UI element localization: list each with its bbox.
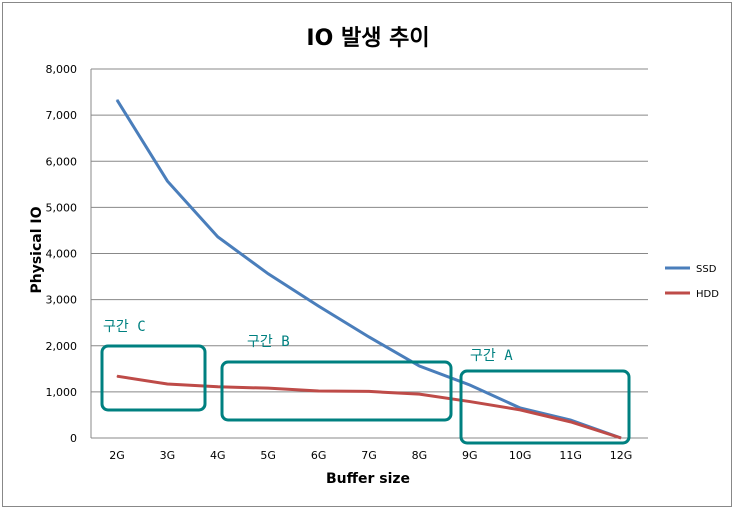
- y-tick-label: 5,000: [46, 201, 78, 214]
- data-point-hdd: [318, 390, 320, 392]
- data-point-hdd: [267, 387, 269, 389]
- data-point-hdd: [620, 437, 622, 439]
- y-tick-label: 0: [70, 432, 77, 445]
- data-point-ssd: [217, 236, 219, 238]
- data-point-ssd: [318, 305, 320, 307]
- x-tick-label: 6G: [311, 449, 327, 462]
- data-point-ssd: [368, 336, 370, 338]
- annotation-box: [220, 360, 453, 422]
- x-tick-label: 11G: [559, 449, 582, 462]
- y-tick-label: 6,000: [46, 155, 78, 168]
- x-tick-label: 3G: [160, 449, 176, 462]
- legend-label-hdd: HDD: [696, 289, 719, 300]
- data-point-ssd: [116, 99, 118, 101]
- chart-frame: [2, 2, 732, 507]
- data-point-ssd: [166, 180, 168, 182]
- series-line-ssd: [115, 99, 622, 440]
- data-point-ssd: [519, 407, 521, 409]
- annotation-label: 구간 A: [470, 348, 513, 364]
- y-tick-label: 8,000: [46, 63, 78, 76]
- legend-label-ssd: SSD: [696, 264, 717, 275]
- data-point-ssd: [267, 273, 269, 275]
- data-point-ssd: [469, 384, 471, 386]
- y-tick-label: 7,000: [46, 109, 78, 122]
- x-tick-label: 8G: [412, 449, 428, 462]
- chart-title: IO 발생 추이: [306, 26, 430, 51]
- data-point-hdd: [368, 390, 370, 392]
- data-point-hdd: [519, 409, 521, 411]
- y-tick-label: 3,000: [46, 294, 78, 307]
- y-tick-label: 4,000: [46, 248, 78, 261]
- x-tick-label: 9G: [462, 449, 478, 462]
- data-point-hdd: [570, 421, 572, 423]
- data-point-hdd: [166, 383, 168, 385]
- data-point-hdd: [217, 386, 219, 388]
- data-point-ssd: [418, 365, 420, 367]
- data-point-hdd: [116, 375, 118, 377]
- y-tick-label: 1,000: [46, 386, 78, 399]
- series-line-hdd: [116, 374, 622, 440]
- data-point-hdd: [469, 401, 471, 403]
- x-tick-label: 7G: [361, 449, 377, 462]
- x-tick-label: 4G: [210, 449, 226, 462]
- x-tick-label: 5G: [260, 449, 276, 462]
- annotation-label: 구간 C: [103, 319, 146, 335]
- data-point-hdd: [418, 393, 420, 395]
- x-tick-label: 2G: [109, 449, 125, 462]
- x-axis-label: Buffer size: [325, 471, 411, 487]
- annotation-label: 구간 B: [247, 334, 290, 350]
- annotation-box: [459, 369, 631, 445]
- y-tick-label: 2,000: [46, 340, 78, 353]
- annotation-box: [100, 344, 207, 412]
- x-tick-label: 12G: [610, 449, 633, 462]
- x-tick-label: 10G: [509, 449, 532, 462]
